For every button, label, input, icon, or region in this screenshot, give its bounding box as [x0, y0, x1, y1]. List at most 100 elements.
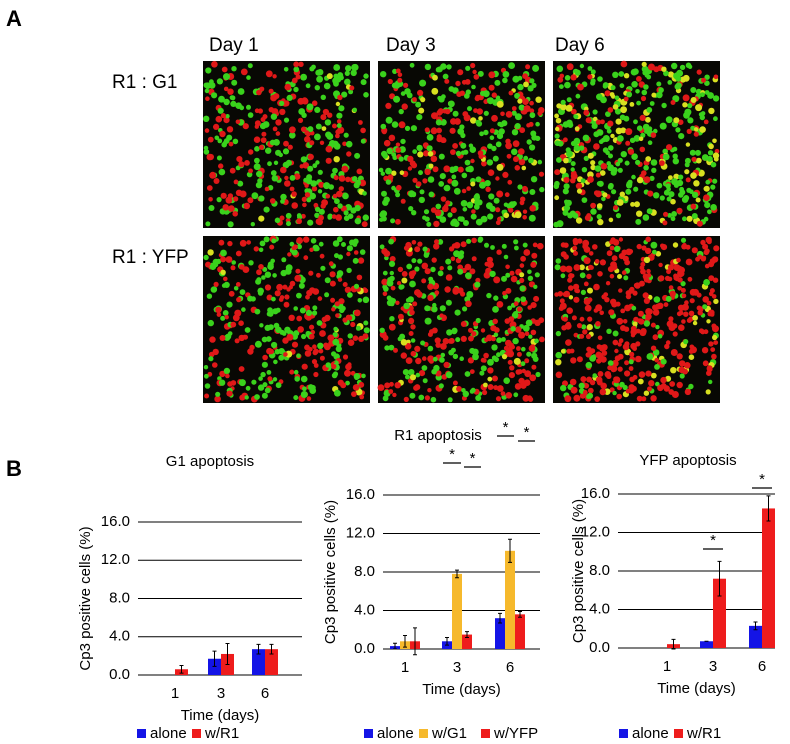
cell — [203, 149, 210, 155]
cell — [579, 272, 586, 279]
cell — [686, 215, 693, 222]
cell — [608, 153, 613, 159]
cell — [386, 147, 393, 155]
cell — [430, 396, 437, 403]
cell — [258, 144, 265, 150]
cell — [397, 336, 403, 342]
cell — [215, 391, 221, 397]
cell — [575, 217, 583, 224]
cell — [658, 275, 665, 282]
cell — [271, 296, 276, 302]
cell — [518, 158, 526, 166]
cell — [261, 392, 268, 399]
y-tick-label: 12.0 — [346, 524, 375, 541]
cell — [459, 216, 465, 222]
cell — [643, 84, 649, 90]
cell — [583, 257, 591, 265]
error-bar — [753, 621, 758, 631]
cell — [516, 346, 521, 351]
cell — [648, 63, 655, 71]
cell — [317, 189, 323, 194]
cell — [352, 257, 359, 264]
cell — [529, 112, 536, 119]
cell — [509, 365, 515, 371]
cell — [665, 340, 671, 345]
cell — [385, 102, 392, 109]
cell — [607, 184, 614, 190]
cell — [214, 395, 221, 403]
cell — [668, 191, 675, 198]
cell — [496, 337, 502, 344]
cell — [685, 142, 691, 147]
cell — [351, 63, 359, 71]
cell — [505, 111, 513, 118]
cell — [338, 175, 346, 182]
cell — [516, 306, 523, 312]
cell — [346, 245, 353, 252]
cell — [309, 140, 315, 146]
cell — [284, 175, 289, 181]
cell — [296, 244, 302, 250]
cell — [592, 109, 598, 115]
cell — [437, 239, 444, 245]
cell — [631, 153, 638, 160]
cell — [333, 142, 341, 150]
cell — [313, 371, 319, 378]
cell — [708, 341, 714, 347]
cell — [706, 239, 712, 245]
cell — [627, 179, 633, 185]
cell — [285, 268, 292, 275]
legend-label: w/G1 — [431, 725, 467, 742]
cell — [451, 327, 458, 334]
cell — [351, 176, 358, 182]
cell — [325, 157, 332, 164]
cell — [296, 315, 303, 322]
x-tick-label: 3 — [217, 685, 225, 702]
cell — [708, 309, 715, 316]
cell — [284, 180, 291, 187]
cell — [618, 338, 624, 344]
cell — [276, 283, 283, 291]
cell — [282, 148, 290, 155]
cell — [295, 268, 301, 274]
cell — [389, 256, 396, 262]
cell — [414, 345, 421, 352]
cell — [651, 92, 657, 98]
cell — [453, 242, 461, 249]
cell — [344, 78, 351, 86]
cell — [582, 243, 589, 250]
cell — [630, 325, 637, 332]
significance-star: * — [759, 471, 765, 488]
cell — [712, 277, 719, 283]
cell — [427, 388, 432, 393]
cell — [268, 348, 274, 355]
cell — [651, 167, 657, 173]
cell — [471, 331, 477, 337]
cell — [211, 61, 218, 68]
cell — [672, 158, 679, 165]
cell — [304, 350, 312, 357]
cell — [406, 263, 413, 270]
cell — [600, 382, 607, 390]
cell — [659, 160, 665, 167]
cell — [599, 388, 607, 396]
column-label: Day 3 — [386, 35, 436, 56]
cell — [314, 246, 320, 252]
cell — [293, 369, 299, 375]
cell — [530, 261, 537, 268]
cell — [610, 133, 615, 139]
cell — [635, 341, 641, 347]
cell — [502, 290, 507, 296]
cell — [421, 278, 427, 284]
cell — [681, 303, 689, 311]
cell — [237, 88, 245, 95]
cell — [212, 362, 218, 368]
cell — [263, 206, 270, 213]
cell — [408, 317, 415, 324]
cell — [307, 126, 314, 133]
cell — [486, 256, 493, 263]
cell — [713, 298, 719, 305]
cell — [594, 259, 600, 264]
cell — [689, 298, 695, 304]
cell — [388, 389, 394, 394]
